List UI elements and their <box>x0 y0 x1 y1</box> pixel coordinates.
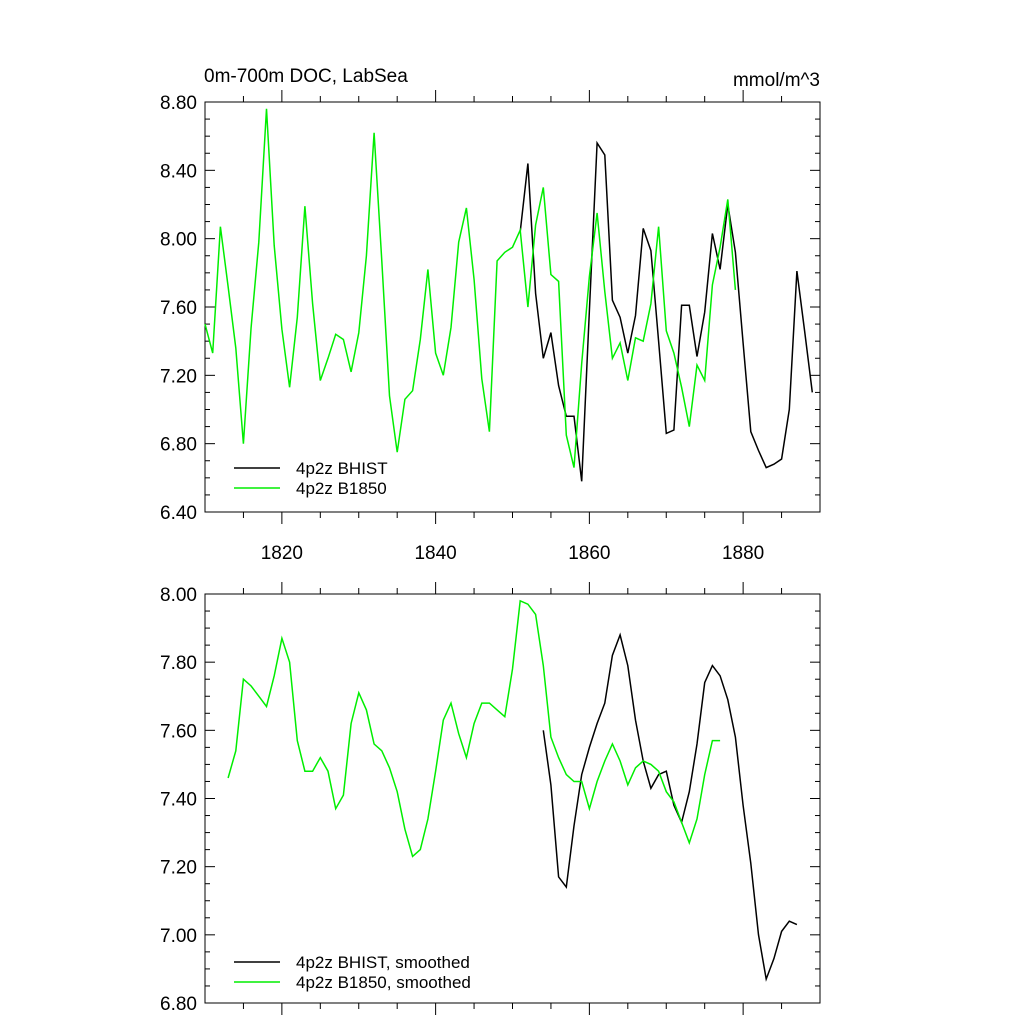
y-tick-label: 7.80 <box>160 653 197 674</box>
y-tick-label: 8.00 <box>160 230 197 251</box>
chart-title: 0m-700m DOC, LabSea <box>204 66 408 87</box>
series-line-4p2z-b1850-smoothed <box>227 599 721 858</box>
series-line-4p2z-bhist <box>519 140 814 482</box>
y-tick-label: 6.80 <box>160 435 197 456</box>
legend-label: 4p2z B1850 <box>296 479 387 498</box>
x-tick-label: 1860 <box>568 543 610 564</box>
y-tick-label: 7.60 <box>160 721 197 742</box>
units-label: mmol/m^3 <box>733 70 820 91</box>
y-tick-label: 8.00 <box>160 585 197 606</box>
y-tick-label: 6.80 <box>160 994 197 1015</box>
x-tick-label: 1820 <box>261 543 303 564</box>
series-line-4p2z-b1850 <box>204 108 737 468</box>
top-panel: 0m-700m DOC, LabSea mmol/m^3 6.40 6.80 7.2… <box>160 66 821 564</box>
y-tick-label: 7.60 <box>160 298 197 319</box>
y-tick-label: 7.20 <box>160 366 197 387</box>
legend-label: 4p2z BHIST <box>296 459 388 478</box>
legend-label: 4p2z B1850, smoothed <box>296 973 471 992</box>
y-tick-label: 7.20 <box>160 858 197 879</box>
y-tick-label: 7.00 <box>160 926 197 947</box>
y-tick-label: 7.40 <box>160 790 197 811</box>
x-tick-label: 1840 <box>414 543 456 564</box>
y-tick-label: 6.40 <box>160 503 197 524</box>
legend-label: 4p2z BHIST, smoothed <box>296 953 470 972</box>
x-tick-label: 1880 <box>722 543 764 564</box>
y-tick-label: 8.80 <box>160 93 197 114</box>
bottom-panel: 6.80 7.00 7.20 7.40 7.60 7.80 8.00 4p2z BHIST, … <box>160 582 821 1015</box>
series-line-4p2z-bhist-smoothed <box>542 632 798 982</box>
y-tick-label: 8.40 <box>160 161 197 182</box>
